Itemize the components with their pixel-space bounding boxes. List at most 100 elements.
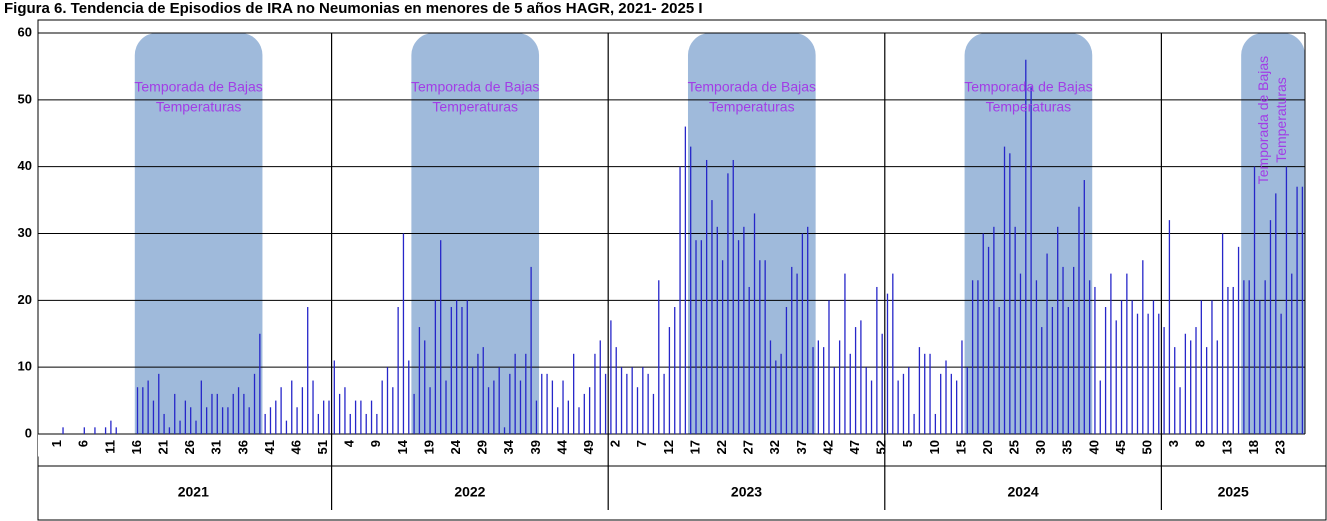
bar <box>769 340 772 434</box>
bar <box>1014 226 1016 434</box>
bar <box>184 400 187 434</box>
bar <box>418 327 421 434</box>
bar <box>280 387 282 434</box>
bar <box>780 353 782 434</box>
bar <box>365 413 367 434</box>
bar <box>705 159 708 434</box>
bar <box>376 413 378 434</box>
bar <box>1051 307 1054 434</box>
season-label: Temperaturas <box>1273 77 1289 163</box>
x-tick-label: 44 <box>554 439 569 454</box>
bar <box>1168 220 1171 434</box>
bar <box>142 387 144 434</box>
bar <box>1179 387 1181 434</box>
bar <box>237 387 240 434</box>
bar <box>971 280 974 434</box>
year-label: 2022 <box>454 484 485 500</box>
x-tick-label: 20 <box>980 440 995 454</box>
bar <box>881 333 883 434</box>
bar <box>1200 300 1202 434</box>
bar <box>642 367 644 434</box>
x-tick-label: 36 <box>235 440 250 454</box>
bar <box>886 293 889 434</box>
bar <box>1216 340 1218 434</box>
x-tick-label: 3 <box>1166 440 1181 447</box>
bar <box>179 420 181 434</box>
x-tick-label: 10 <box>927 440 942 454</box>
bar <box>158 373 160 434</box>
bar <box>759 260 761 434</box>
bar <box>775 360 777 434</box>
bar <box>897 380 899 434</box>
x-tick-label: 24 <box>448 439 463 454</box>
bar <box>945 360 947 434</box>
bar <box>567 400 569 434</box>
season-band <box>687 33 816 454</box>
x-tick-label: 16 <box>129 440 144 454</box>
bar <box>1184 333 1187 434</box>
bar <box>1205 347 1208 434</box>
y-tick-label: 60 <box>18 24 32 39</box>
bar <box>434 300 437 434</box>
bar <box>668 327 671 434</box>
x-tick-label: 4 <box>342 439 357 447</box>
x-tick-label: 41 <box>262 440 277 454</box>
bar <box>338 393 341 434</box>
bar <box>174 393 176 434</box>
bar <box>317 413 319 434</box>
bar <box>195 420 197 434</box>
bar <box>104 427 107 434</box>
x-tick-label: 34 <box>501 439 516 454</box>
bar <box>908 367 910 434</box>
bar <box>232 393 234 434</box>
bar <box>594 353 596 434</box>
season-band <box>964 33 1093 454</box>
bar <box>1030 86 1032 434</box>
bar <box>1296 186 1298 434</box>
bar <box>264 413 266 434</box>
bar <box>62 427 64 434</box>
season-label: Temporada de Bajas <box>411 79 539 95</box>
bar <box>519 380 522 434</box>
bar <box>1147 313 1149 434</box>
bar <box>1190 340 1192 434</box>
bar <box>934 413 937 434</box>
x-tick-label: 30 <box>1033 440 1048 454</box>
bar <box>1152 300 1155 434</box>
bar <box>514 353 516 434</box>
season-label: Temperaturas <box>709 99 795 115</box>
bar <box>647 373 649 434</box>
bar <box>110 420 112 434</box>
bar <box>658 280 660 434</box>
bar <box>301 387 304 434</box>
bar <box>530 266 532 434</box>
bar <box>796 273 798 434</box>
x-tick-label: 5 <box>900 440 915 447</box>
bar <box>854 327 857 434</box>
bar <box>205 407 208 434</box>
year-label: 2021 <box>178 484 209 500</box>
year-label: 2024 <box>1008 484 1039 500</box>
bar <box>1142 260 1144 434</box>
bar <box>482 347 484 434</box>
frame <box>37 19 1327 521</box>
bar <box>1195 327 1197 434</box>
bar <box>243 393 245 434</box>
bar <box>248 407 250 434</box>
bar <box>386 367 389 434</box>
bar <box>652 393 655 434</box>
bar <box>902 373 905 434</box>
bar <box>940 373 942 434</box>
bar <box>259 333 261 434</box>
y-tick-label: 20 <box>18 292 32 307</box>
bar <box>695 240 697 434</box>
bar <box>785 307 788 434</box>
x-tick-label: 21 <box>155 440 170 454</box>
bar <box>838 340 841 434</box>
x-tick-label: 29 <box>475 440 490 454</box>
bar <box>190 407 192 434</box>
bar <box>588 387 591 434</box>
bar <box>791 266 793 434</box>
bar <box>381 380 383 434</box>
x-tick-label: 47 <box>847 440 862 454</box>
